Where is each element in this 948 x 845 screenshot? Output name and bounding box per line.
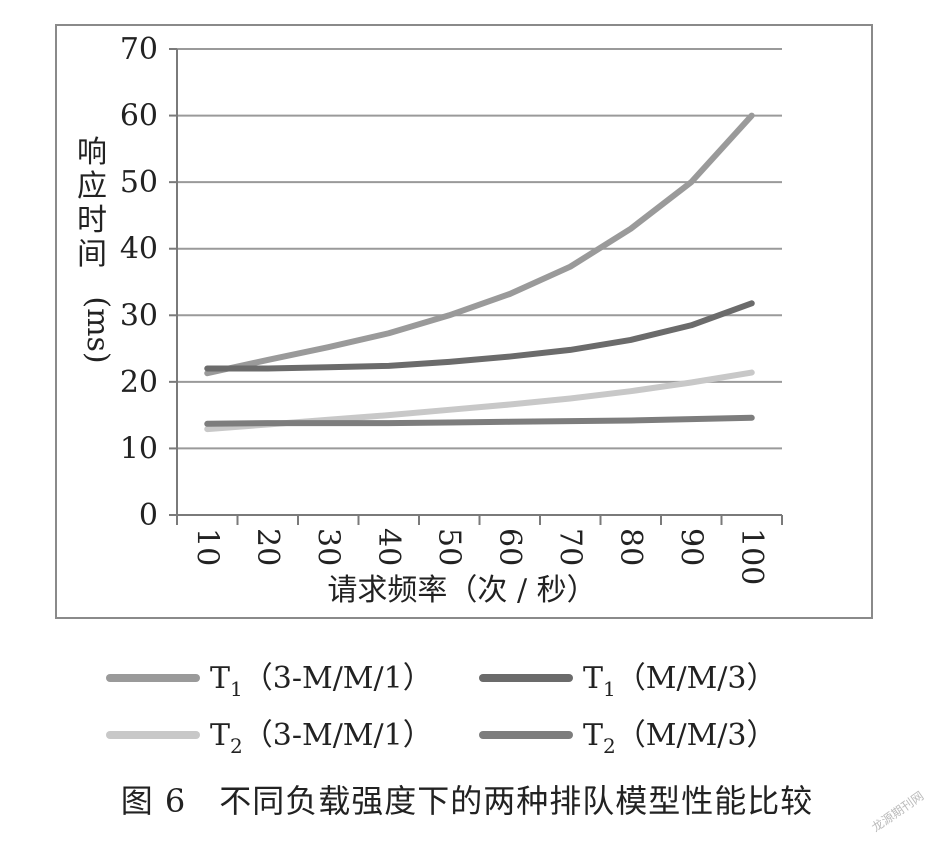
y-tick-labels: 0 10 20 30 40 50 60 70 xyxy=(120,32,158,533)
series-line-t2_mm3 xyxy=(204,414,755,427)
y-axis-label-text: 响应时间 xyxy=(77,135,107,272)
legend-label-t1_3mm1: T1（3-M/M/1） xyxy=(210,661,433,701)
x-tick-label: 90 xyxy=(673,528,708,566)
x-tick-label: 70 xyxy=(552,528,587,566)
x-tick-label: 10 xyxy=(189,528,224,566)
y-tick-label: 40 xyxy=(120,232,158,267)
legend-label-t2_mm3: T2（M/M/3） xyxy=(583,718,777,758)
watermark: 龙源期刊网 xyxy=(869,789,926,835)
y-tick-label: 0 xyxy=(139,498,158,533)
y-tick-label: 50 xyxy=(120,165,158,200)
legend-label-t2_3mm1: T2（3-M/M/1） xyxy=(210,718,433,758)
series-lines xyxy=(204,112,755,433)
x-tick-label: 60 xyxy=(492,528,527,566)
y-tick-label: 60 xyxy=(120,99,158,134)
y-axis-label: 响应时间 (ms) xyxy=(77,135,115,364)
figure-caption: 图 6 不同负载强度下的两种排队模型性能比较 xyxy=(121,782,814,820)
x-axis-label: 请求频率（次 / 秒） xyxy=(327,573,596,608)
y-tick-label: 30 xyxy=(120,298,158,333)
x-tick-label: 80 xyxy=(613,528,648,566)
x-tick-label: 20 xyxy=(250,528,285,566)
series-line-t1_3mm1 xyxy=(204,112,755,377)
series-line-t1_mm3 xyxy=(204,300,755,372)
y-axis-label-unit: (ms) xyxy=(80,296,115,363)
x-tick-label: 40 xyxy=(371,528,406,566)
y-tick-label: 20 xyxy=(120,365,158,400)
x-tick-label: 30 xyxy=(310,528,345,566)
y-tick-label: 70 xyxy=(120,32,158,67)
chart-frame xyxy=(55,24,873,619)
legend-label-t1_mm3: T1（M/M/3） xyxy=(583,661,777,701)
axes xyxy=(169,48,783,525)
y-tick-label: 10 xyxy=(120,431,158,466)
x-tick-labels: 10 20 30 40 50 60 70 80 90 100 xyxy=(189,528,769,585)
x-tick-label: 50 xyxy=(431,528,466,566)
gridlines xyxy=(177,48,782,450)
legend: T1（3-M/M/1） T1（M/M/3） T2（3-M/M/1） T2（M/M/3） xyxy=(106,661,777,758)
x-tick-label: 100 xyxy=(734,528,769,585)
